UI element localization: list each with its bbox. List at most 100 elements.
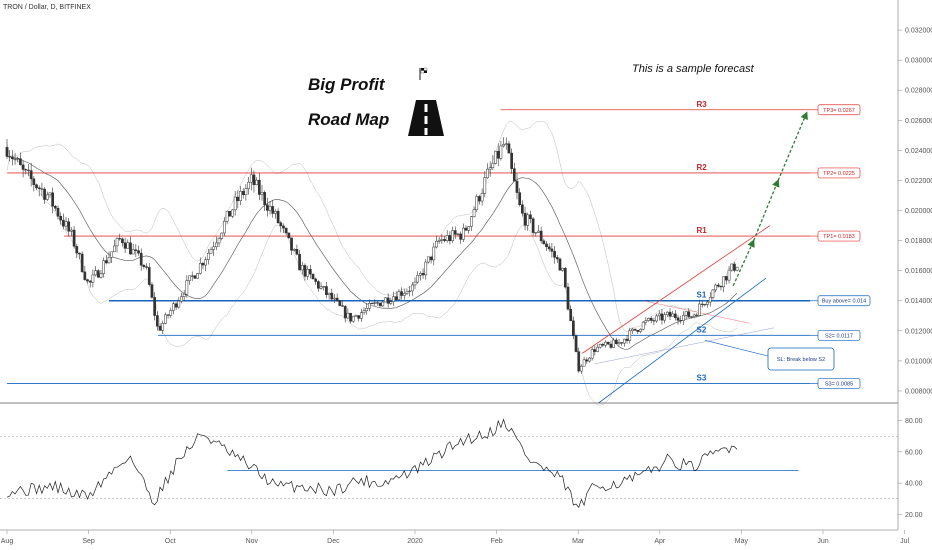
candle-body: [169, 310, 173, 316]
candle-body: [456, 233, 460, 235]
candle-body: [499, 145, 503, 159]
candle-body: [180, 296, 183, 302]
candle-body: [118, 238, 122, 240]
candle-body: [577, 351, 581, 372]
candle-body: [137, 250, 140, 254]
candle-body: [155, 315, 159, 327]
candle-body: [220, 232, 224, 239]
candle-body: [131, 249, 135, 255]
time-tick-label: Jul: [900, 538, 909, 545]
callout-text-r2: TP2= 0.0225: [823, 171, 855, 177]
time-tick-label: Sep: [82, 538, 95, 545]
candle-body: [83, 271, 87, 280]
candle-body: [429, 256, 433, 261]
candle-body: [99, 273, 103, 278]
candle-body: [290, 237, 293, 251]
price-tick-label: 0.020000: [905, 208, 932, 215]
candle-body: [161, 323, 165, 331]
forecast-arrow-3: [777, 111, 808, 181]
rsi-tick-label: 80.00: [905, 418, 923, 425]
candle-body: [37, 187, 41, 189]
candle-body: [459, 233, 462, 240]
candle-body: [472, 209, 476, 217]
sl-note-box: [767, 347, 835, 371]
candle-body: [376, 302, 379, 304]
candle-body: [368, 302, 371, 309]
candle-body: [13, 158, 17, 160]
candle-body: [590, 349, 594, 359]
candle-body: [185, 280, 189, 295]
candle-body: [43, 188, 46, 200]
candle-body: [419, 273, 422, 276]
candle-body: [260, 192, 264, 195]
candle-body: [698, 303, 701, 316]
candle-body: [263, 192, 267, 206]
candle-body: [330, 292, 334, 300]
candle-body: [311, 273, 315, 280]
level-label-s1: S1: [697, 291, 707, 300]
candle-body: [507, 143, 511, 154]
road-icon: [408, 100, 444, 136]
candle-body: [16, 158, 20, 160]
candle-body: [563, 267, 567, 288]
candle-body: [695, 314, 699, 316]
forecast-arrow-2: [753, 179, 780, 241]
candle-body: [365, 308, 369, 312]
level-label-r1: R1: [697, 226, 708, 235]
candle-body: [223, 221, 226, 234]
candle-body: [206, 252, 210, 260]
candle-body: [392, 296, 395, 302]
candle-body: [276, 210, 280, 223]
candle-body: [51, 192, 54, 207]
candle-body: [416, 275, 420, 283]
candle-body: [166, 314, 170, 316]
candle-body: [545, 243, 548, 248]
candle-body: [174, 303, 178, 308]
ticker-label: TRON / Dollar, D, BITFINEX: [3, 4, 91, 11]
candle-body: [80, 253, 84, 273]
candle-body: [282, 225, 285, 229]
time-tick-label: Jun: [817, 538, 828, 545]
callout-text-r1: TP1= 0.0183: [823, 234, 855, 240]
candle-body: [255, 179, 258, 186]
candle-body: [706, 301, 709, 305]
candle-body: [370, 302, 374, 305]
candle-body: [231, 209, 234, 217]
time-tick-label: Nov: [246, 538, 259, 545]
candle-body: [215, 242, 218, 248]
candle-body: [690, 316, 693, 318]
candle-body: [708, 297, 712, 303]
candle-body: [72, 229, 76, 247]
candle-body: [115, 238, 119, 247]
red-channel-line: [643, 300, 750, 324]
level-label-r2: R2: [697, 163, 708, 172]
candle-body: [405, 291, 409, 294]
candle-body: [121, 238, 124, 244]
candle-body: [271, 206, 275, 214]
price-tick-label: 0.010000: [905, 358, 932, 365]
candle-body: [86, 279, 89, 282]
trend-lines: [582, 225, 775, 404]
candle-body: [636, 330, 640, 332]
candle-body: [518, 192, 522, 206]
candle-body: [384, 297, 387, 303]
price-tick-label: 0.018000: [905, 238, 932, 245]
candle-body: [424, 261, 428, 276]
candle-body: [408, 290, 411, 292]
candle-body: [550, 248, 554, 252]
candle-body: [725, 276, 728, 281]
candle-body: [233, 196, 237, 211]
candle-body: [593, 349, 597, 352]
candle-body: [623, 338, 626, 344]
candle-body: [335, 297, 339, 301]
candle-body: [609, 343, 613, 348]
candle-body: [182, 293, 186, 297]
candle-body: [252, 174, 256, 186]
candle-body: [153, 297, 156, 316]
candle-body: [735, 266, 739, 271]
rsi-tick-label: 20.00: [905, 512, 923, 519]
candle-body: [700, 303, 704, 305]
rsi-tick-label: 60.00: [905, 449, 923, 456]
